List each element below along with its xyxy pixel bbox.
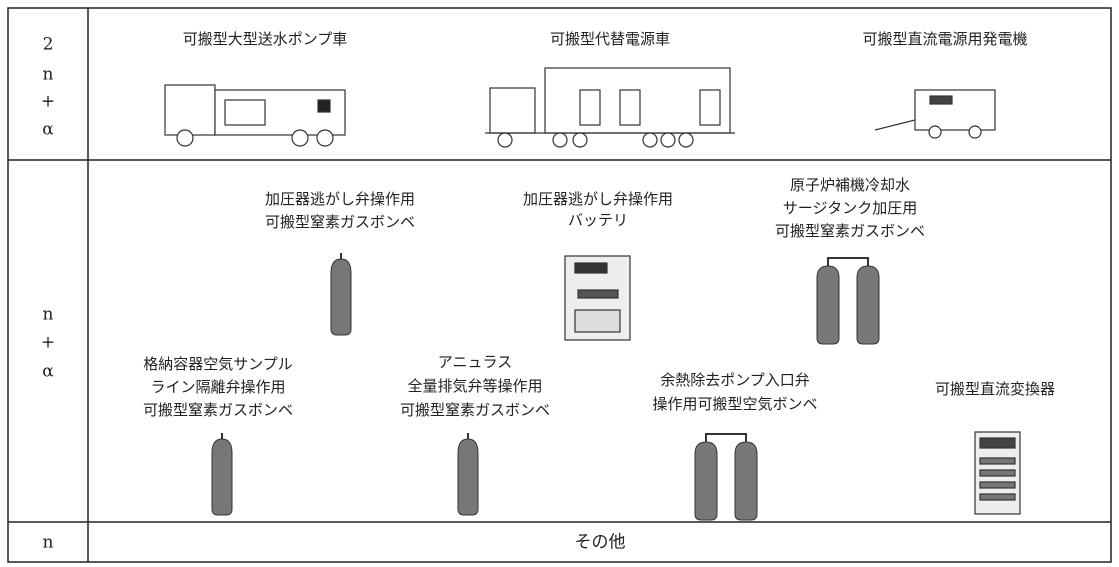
item-label: 可搬型窒素ガスボンベ xyxy=(143,401,293,419)
item-label: サージタンク加圧用 xyxy=(783,199,917,217)
converter-icon xyxy=(974,431,1021,515)
row-label: 2 xyxy=(43,35,54,55)
table-grid xyxy=(7,7,1112,563)
item-label: 全量排気弁等操作用 xyxy=(407,377,542,395)
item-label: 可搬型窒素ガスボンベ xyxy=(265,213,415,231)
cylinder-icon xyxy=(457,432,479,516)
row-label: n xyxy=(43,305,54,325)
battery-icon xyxy=(564,255,631,341)
power-truck-icon xyxy=(485,67,735,148)
item-label: アニュラス xyxy=(438,353,512,371)
pump-truck-icon xyxy=(164,84,346,147)
row-label: α xyxy=(42,120,54,140)
item-label: 可搬型代替電源車 xyxy=(550,30,670,48)
item-label: 加圧器逃がし弁操作用 xyxy=(523,190,673,208)
cylinder-icon xyxy=(211,432,233,516)
row-label: + xyxy=(41,333,55,353)
item-label: 格納容器空気サンプル xyxy=(143,355,293,373)
item-label: 可搬型直流電源用発電機 xyxy=(862,30,1027,48)
generator-icon xyxy=(874,89,996,139)
cylinder-pair-icon xyxy=(694,433,758,521)
item-label: その他 xyxy=(575,533,626,553)
item-label: 可搬型大型送水ポンプ車 xyxy=(183,30,348,48)
row-label: n xyxy=(43,533,54,553)
row-label: n xyxy=(43,65,54,85)
row-label: + xyxy=(41,92,55,112)
item-label: 操作用可搬型空気ボンベ xyxy=(652,395,817,413)
item-label: 可搬型窒素ガスボンベ xyxy=(775,222,925,240)
item-label: バッテリ xyxy=(568,211,628,229)
row-label: α xyxy=(42,362,54,382)
cylinder-pair-icon xyxy=(816,257,880,345)
item-label: ライン隔離弁操作用 xyxy=(150,378,285,396)
item-label: 加圧器逃がし弁操作用 xyxy=(265,190,415,208)
item-label: 可搬型窒素ガスボンベ xyxy=(400,401,550,419)
item-label: 原子炉補機冷却水 xyxy=(790,176,910,194)
item-label: 余熱除去ポンプ入口弁 xyxy=(660,371,810,389)
item-label: 可搬型直流変換器 xyxy=(935,380,1055,398)
cylinder-icon xyxy=(330,252,352,336)
